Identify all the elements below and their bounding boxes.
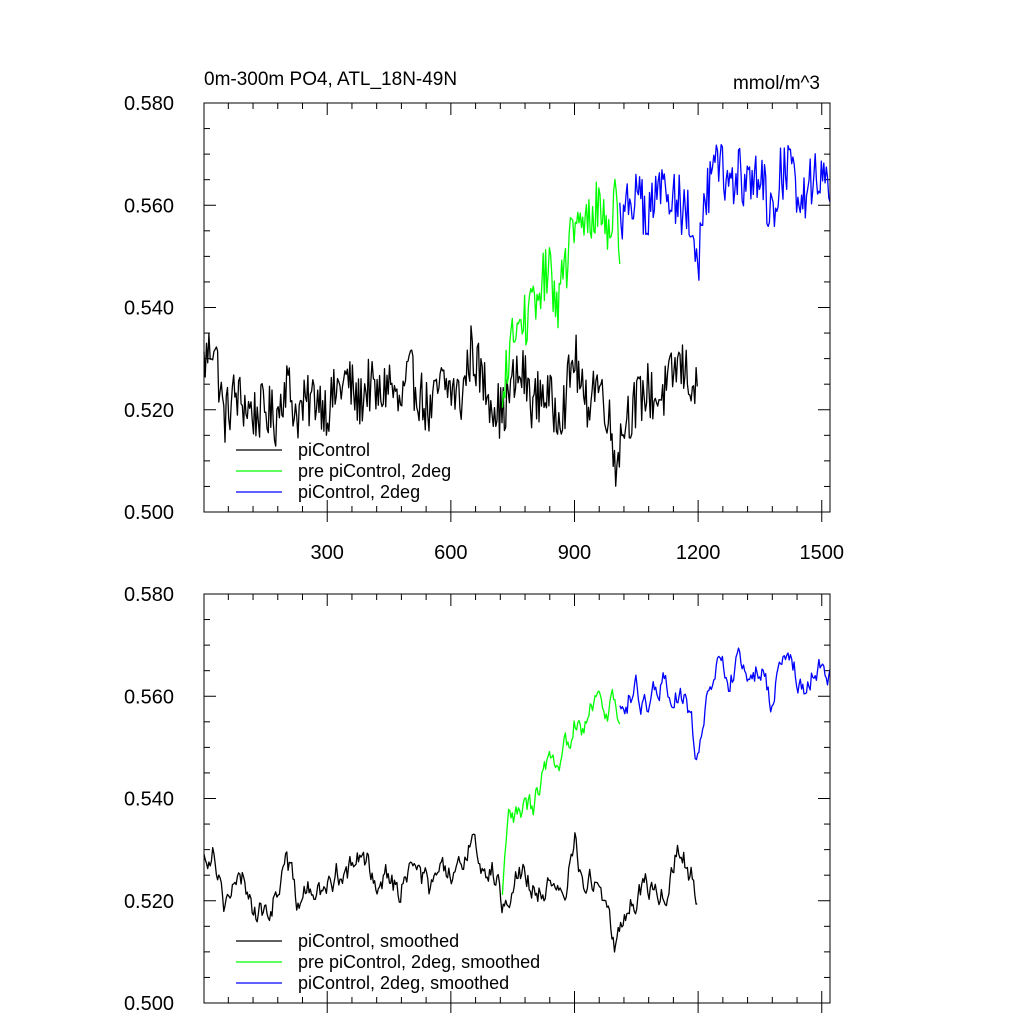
y-tick-label: 0.520 [124,891,174,913]
y-tick-label: 0.520 [124,400,174,422]
y-tick-label: 0.580 [124,584,174,606]
legend-label-3: piControl, 2deg, smoothed [298,973,509,993]
x-tick-label: 1200 [676,542,721,564]
plot-frame [203,102,831,513]
legend-label-2: pre piControl, 2deg, smoothed [298,952,540,972]
series-line-3 [619,647,831,761]
legend-label-1: piControl [298,440,370,460]
units-label: mmol/m^3 [733,73,820,94]
x-tick-label: 600 [434,542,467,564]
chart-panel-1: 0m-300m PO4, ATL_18N-49N mmol/m^3 0.500 0.5… [124,69,844,564]
y-tick-label: 0.560 [124,686,174,708]
chart-panel-2: 0.500 0.520 0.540 0.560 0.580 piControl, smoo… [124,584,831,1015]
series-line-2 [501,688,621,895]
y-tick-label: 0.580 [124,93,174,115]
series-line-3 [619,143,831,281]
y-tick-label: 0.540 [124,789,174,811]
y-tick-label: 0.560 [124,195,174,217]
series-line-1 [203,832,698,953]
y-tick-label: 0.500 [124,502,174,524]
x-tick-label: 1500 [800,542,845,564]
x-tick-label: 300 [311,542,344,564]
series-line-1 [203,325,698,487]
series-line-2 [501,178,621,408]
chart-title: 0m-300m PO4, ATL_18N-49N [204,69,457,90]
y-tick-label: 0.500 [124,993,174,1015]
legend-label-1: piControl, smoothed [298,931,459,951]
x-tick-label: 900 [558,542,591,564]
plot-frame [203,593,831,1004]
legend-label-2: pre piControl, 2deg [298,461,451,481]
legend-label-3: piControl, 2deg [298,482,420,502]
y-tick-label: 0.540 [124,298,174,320]
